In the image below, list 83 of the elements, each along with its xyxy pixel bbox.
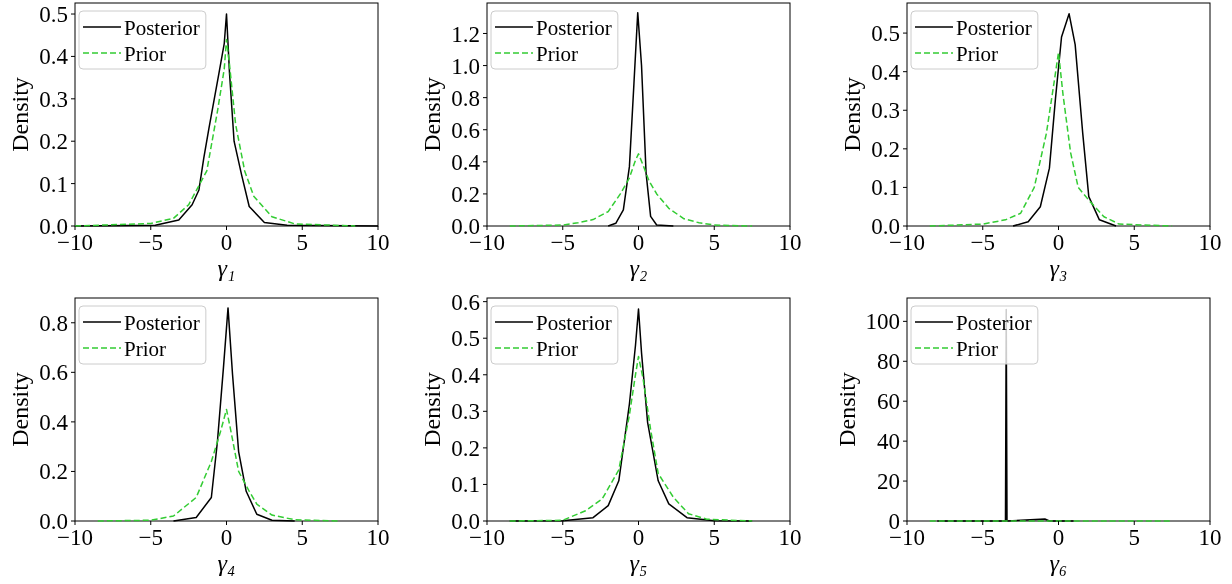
x-tick-label: 10 xyxy=(1198,525,1222,550)
line-series xyxy=(74,38,357,227)
y-tick-label: 0.2 xyxy=(39,459,68,485)
y-tick-label: 1.2 xyxy=(451,21,480,47)
y-tick-label: 0.3 xyxy=(451,399,480,425)
y-tick-label: 0.1 xyxy=(871,175,900,201)
x-tick-label: 10 xyxy=(366,525,390,550)
legend-label: Prior xyxy=(124,337,167,361)
x-tick-label: 0 xyxy=(220,230,233,255)
y-tick-label: 0.2 xyxy=(451,435,480,461)
legend-label: Prior xyxy=(536,42,579,66)
x-tick-label: −5 xyxy=(970,525,995,550)
y-tick-label: 0.6 xyxy=(451,117,480,143)
y-tick-label: 0.5 xyxy=(451,326,480,352)
y-tick-label: 0.8 xyxy=(39,310,68,336)
y-tick-label: 0.8 xyxy=(451,85,480,111)
line-series xyxy=(96,408,341,522)
y-tick-label: 0.5 xyxy=(39,2,68,28)
y-tick-label: 0.1 xyxy=(39,171,68,197)
y-tick-label: 0.2 xyxy=(451,181,480,207)
legend-label: Posterior xyxy=(956,311,1032,335)
x-tick-label: 0 xyxy=(1052,525,1065,550)
y-axis-title: Density xyxy=(419,372,446,447)
x-tick-label: 5 xyxy=(1128,230,1140,255)
legend-label: Posterior xyxy=(124,311,200,335)
y-tick-label: 0.6 xyxy=(39,360,68,386)
legend-label: Posterior xyxy=(956,16,1032,40)
x-tick-label: 5 xyxy=(708,525,720,550)
x-axis-title: γ₄ xyxy=(217,550,236,576)
y-tick-label: 100 xyxy=(865,309,900,335)
y-axis-title: Density xyxy=(7,77,34,152)
x-tick-label: 5 xyxy=(708,230,720,255)
y-tick-label: 0.4 xyxy=(871,59,901,85)
x-tick-label: 5 xyxy=(296,230,308,255)
x-tick-label: 10 xyxy=(1198,230,1222,255)
y-tick-label: 0.6 xyxy=(451,289,480,315)
x-tick-label: 10 xyxy=(778,525,802,550)
y-tick-label: 40 xyxy=(877,429,900,455)
x-tick-label: −5 xyxy=(138,230,163,255)
x-tick-label: 5 xyxy=(296,525,308,550)
line-series xyxy=(508,153,753,227)
x-axis-title: γ₃ xyxy=(1049,255,1068,281)
x-tick-label: 0 xyxy=(632,230,645,255)
y-tick-label: 80 xyxy=(877,349,900,375)
legend-label: Prior xyxy=(124,42,167,66)
legend-label: Prior xyxy=(956,42,999,66)
x-tick-label: 5 xyxy=(1128,525,1140,550)
y-axis-title: Density xyxy=(7,372,34,447)
x-tick-label: −5 xyxy=(550,230,575,255)
y-tick-label: 0.2 xyxy=(39,129,68,155)
x-tick-label: 0 xyxy=(1052,230,1065,255)
x-tick-label: 10 xyxy=(778,230,802,255)
y-axis-title: Density xyxy=(839,77,866,152)
x-axis-title: γ₁ xyxy=(217,255,236,281)
y-tick-label: 0.4 xyxy=(39,409,69,435)
legend-label: Prior xyxy=(956,337,999,361)
y-tick-label: 20 xyxy=(877,469,900,495)
x-tick-label: −5 xyxy=(970,230,995,255)
y-axis-title: Density xyxy=(833,372,860,447)
legend-label: Prior xyxy=(536,337,579,361)
x-axis-title: γ₅ xyxy=(629,550,648,576)
y-tick-label: 0.2 xyxy=(871,136,900,162)
x-tick-label: 0 xyxy=(632,525,645,550)
x-axis-title: γ₂ xyxy=(629,255,648,281)
y-tick-label: 0.4 xyxy=(451,362,481,388)
y-tick-label: 0.5 xyxy=(871,21,900,47)
line-series xyxy=(508,355,753,522)
x-tick-label: −5 xyxy=(550,525,575,550)
legend-label: Posterior xyxy=(536,16,612,40)
x-axis-title: γ₆ xyxy=(1049,550,1068,576)
x-tick-label: 10 xyxy=(366,230,390,255)
y-axis-title: Density xyxy=(419,77,446,152)
y-tick-label: 0.4 xyxy=(39,44,69,70)
y-tick-label: 0.3 xyxy=(39,86,68,112)
x-tick-label: 0 xyxy=(220,525,233,550)
y-tick-label: 0.4 xyxy=(451,149,481,175)
y-tick-label: 1.0 xyxy=(451,53,480,79)
legend-label: Posterior xyxy=(124,16,200,40)
y-tick-label: 0.1 xyxy=(451,472,480,498)
y-tick-label: 60 xyxy=(877,389,900,415)
y-tick-label: 0.3 xyxy=(871,98,900,124)
x-tick-label: −5 xyxy=(138,525,163,550)
legend-label: Posterior xyxy=(536,311,612,335)
